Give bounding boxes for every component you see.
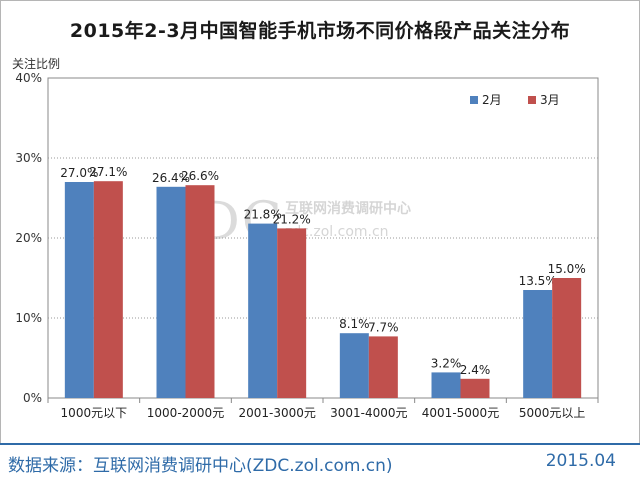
bar-2-5: [460, 378, 490, 398]
bar-2-2: [185, 185, 215, 398]
bar-2-4: [368, 336, 398, 398]
data-label: 13.5%: [519, 274, 557, 288]
bar-1-1: [64, 182, 94, 398]
data-label: 27.0%: [60, 166, 98, 180]
bar-2-3: [277, 228, 307, 398]
x-tick-label: 4001-5000元: [422, 406, 499, 420]
bar-1-4: [339, 333, 369, 398]
x-tick-label: 1000-2000元: [147, 406, 224, 420]
footer: 数据来源：互联网消费调研中心(ZDC.zol.com.cn) 2015.04: [0, 443, 640, 482]
y-tick-label: 10%: [15, 311, 42, 325]
legend-label: 2月: [482, 93, 502, 107]
data-label: 27.1%: [89, 165, 127, 179]
x-tick-label: 3001-4000元: [330, 406, 407, 420]
bar-1-2: [156, 186, 186, 398]
data-label: 3.2%: [431, 356, 462, 370]
data-label: 2.4%: [460, 363, 491, 377]
bar-2-1: [93, 181, 123, 398]
x-tick-label: 2001-3000元: [238, 406, 315, 420]
chart-title: 2015年2-3月中国智能手机市场不同价格段产品关注分布: [69, 20, 571, 42]
bar-chart: 0% 10% 20% 30% 40% 1000元以下 27.0%27.1% 1000-2000…: [15, 71, 599, 420]
legend-swatch: [470, 96, 478, 104]
data-label: 7.7%: [368, 320, 399, 334]
y-tick-label: 30%: [15, 151, 42, 165]
y-tick-label: 0%: [23, 391, 42, 405]
bar-2-6: [552, 278, 582, 398]
data-label: 21.2%: [273, 212, 311, 226]
y-axis-title: 关注比例: [12, 57, 61, 71]
footer-date: 2015.04: [545, 451, 616, 471]
bar-1-6: [523, 290, 553, 398]
y-tick-label: 20%: [15, 231, 42, 245]
data-label: 15.0%: [548, 262, 586, 276]
x-tick-label: 1000元以下: [61, 406, 128, 420]
bar-1-5: [431, 372, 461, 398]
legend-label: 3月: [540, 93, 560, 107]
footer-source: 数据来源：互联网消费调研中心(ZDC.zol.com.cn): [8, 456, 393, 476]
data-label: 21.8%: [244, 208, 282, 222]
data-label: 8.1%: [339, 317, 370, 331]
data-label: 26.4%: [152, 171, 190, 185]
y-tick-label: 40%: [15, 71, 42, 85]
data-label: 26.6%: [181, 169, 219, 183]
x-tick-label: 5000元以上: [519, 406, 586, 420]
plot-area: [47, 77, 599, 399]
bar-1-3: [248, 223, 278, 398]
legend-swatch: [528, 96, 536, 104]
